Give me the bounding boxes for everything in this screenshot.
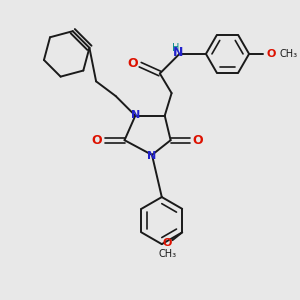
Text: CH₃: CH₃ bbox=[280, 49, 298, 59]
Text: O: O bbox=[267, 49, 276, 59]
Text: N: N bbox=[131, 110, 140, 120]
Text: O: O bbox=[193, 134, 203, 147]
Text: H: H bbox=[172, 43, 179, 53]
Text: N: N bbox=[173, 46, 184, 59]
Text: O: O bbox=[92, 134, 102, 147]
Text: O: O bbox=[163, 238, 172, 248]
Text: O: O bbox=[127, 57, 138, 70]
Text: CH₃: CH₃ bbox=[158, 249, 176, 259]
Text: N: N bbox=[147, 151, 157, 161]
